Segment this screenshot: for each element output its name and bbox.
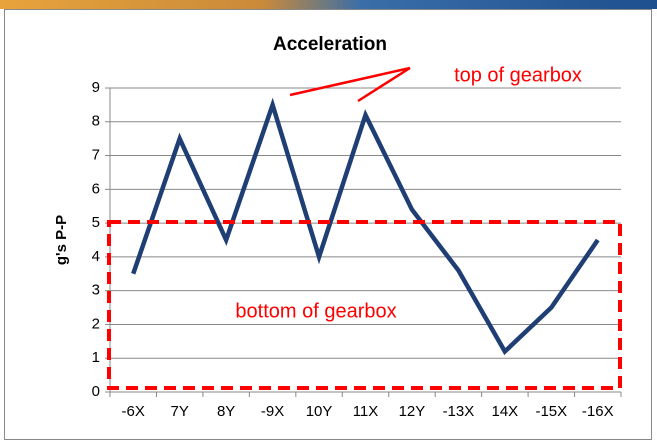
annotation: top of gearbox [454,64,582,86]
x-tick-label: 11X [353,403,379,420]
y-tick-label: 4 [92,248,100,265]
x-tick-label: 7Y [171,403,189,420]
x-tick-label: -16X [582,403,614,420]
y-tick-label: 9 [92,79,100,96]
x-tick-label: 14X [492,403,519,420]
x-tick-label: -6X [122,403,145,420]
x-tick-label: 8Y [217,403,235,420]
y-tick-label: 5 [92,214,100,231]
y-tick-label: 2 [92,315,100,332]
y-tick-label: 7 [92,147,100,164]
annotation: bottom of gearbox [235,300,396,322]
x-tick-label: -9X [261,403,284,420]
header-band [0,0,657,9]
y-tick-label: 3 [92,282,100,299]
x-tick-label: 12Y [399,403,426,420]
x-tick-label: -15X [535,403,567,420]
y-tick-label: 6 [92,180,100,197]
x-tick-label: 10Y [306,403,333,420]
y-tick-label: 1 [92,349,100,366]
annotation-arrow [289,66,411,97]
y-axis-label: g's P-P [53,215,70,265]
y-tick-label: 0 [92,383,100,400]
data-line [131,97,600,356]
annotation-arrow [357,66,411,103]
chart-title: Acceleration [273,34,387,55]
x-tick-label: -13X [443,403,475,420]
y-tick-label: 8 [92,113,100,130]
bottom-region-box [107,220,622,390]
